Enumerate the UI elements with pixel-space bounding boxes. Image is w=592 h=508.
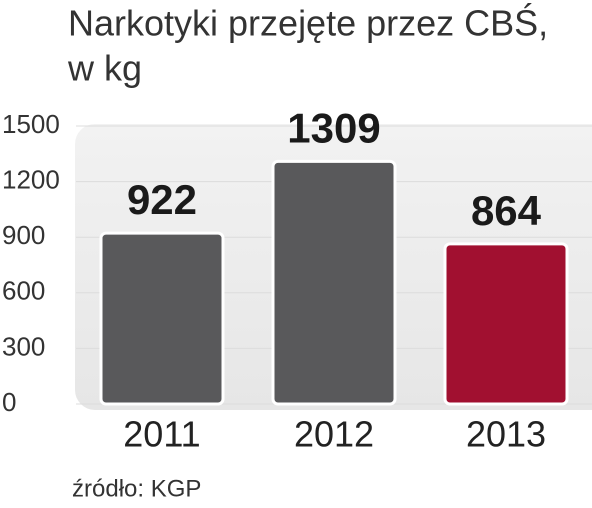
bar bbox=[99, 231, 225, 406]
y-tick-label: 1200 bbox=[2, 164, 60, 194]
x-tick-label: 2011 bbox=[123, 414, 200, 455]
y-tick-label: 0 bbox=[2, 387, 16, 417]
y-tick-label: 1500 bbox=[2, 109, 60, 139]
x-tick-label: 2013 bbox=[466, 414, 546, 455]
y-tick-label: 300 bbox=[2, 331, 45, 361]
value-label: 864 bbox=[471, 187, 542, 234]
value-label: 1309 bbox=[287, 104, 380, 151]
chart-title: w kg bbox=[67, 48, 142, 89]
chart-title: Narkotyki przejęte przez CBŚ, bbox=[68, 2, 548, 44]
y-tick-label: 900 bbox=[2, 220, 45, 250]
x-tick-label: 2012 bbox=[294, 414, 374, 455]
bar bbox=[443, 242, 569, 406]
source-note: źródło: KGP bbox=[72, 475, 201, 502]
value-label: 922 bbox=[127, 176, 197, 223]
y-tick-label: 600 bbox=[2, 276, 45, 306]
bar bbox=[271, 159, 397, 406]
